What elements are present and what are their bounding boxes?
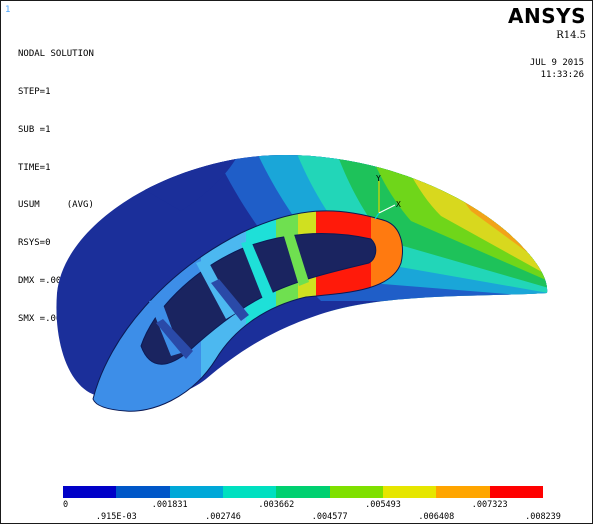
- version-label: R14.5: [556, 30, 586, 41]
- internal-ribs: [149, 231, 309, 359]
- legend-tick-label: .007323: [471, 500, 508, 510]
- substep-label: SUB =1: [18, 124, 51, 135]
- triad-y-label: Y: [376, 174, 381, 183]
- legend-tick-label: .001831: [151, 500, 188, 510]
- contour-legend-bar: [63, 486, 543, 498]
- section-outline: [92, 210, 403, 412]
- legend-tick-label: .915E-03: [95, 512, 137, 522]
- legend-tick-label: .006408: [418, 512, 455, 522]
- legend-swatch: [329, 486, 383, 498]
- ansys-logo: ANSYS: [507, 4, 586, 28]
- legend-swatch: [436, 486, 490, 498]
- datetime-block: JUL 9 2015 11:33:26: [530, 57, 584, 81]
- legend-tick-label: .004577: [311, 512, 348, 522]
- legend-swatch: [222, 486, 277, 498]
- solution-title: NODAL SOLUTION: [18, 49, 94, 60]
- date-label: JUL 9 2015: [529, 58, 584, 68]
- triad-x-label: X: [396, 200, 401, 209]
- rsys-label: RSYS=0: [18, 238, 51, 249]
- inner-cavity: [140, 233, 377, 365]
- legend-swatch: [63, 486, 117, 498]
- legend-swatch: [276, 486, 330, 498]
- result-label: USUM (AVG): [18, 200, 94, 211]
- legend-swatch: [169, 486, 223, 498]
- legend-tick-label: .002746: [205, 512, 241, 522]
- legend-swatch: [382, 486, 437, 498]
- coordinate-triad: Y X: [374, 174, 401, 220]
- legend-tick-label: .005493: [365, 500, 401, 510]
- legend-swatch: [489, 486, 543, 498]
- step-label: STEP=1: [18, 86, 51, 97]
- legend-tick-label: 0: [63, 500, 69, 510]
- time-label-clock: 11:33:26: [540, 70, 584, 80]
- legend-swatch: [116, 486, 170, 498]
- brand-block: ANSYS R14.5: [508, 5, 586, 41]
- legend-tick-label: .003662: [258, 500, 295, 510]
- legend-tick-label: .008239: [525, 512, 561, 522]
- window-number: 1: [5, 5, 11, 15]
- blade-contour-model[interactable]: Y X: [1, 1, 593, 481]
- time-label: TIME=1: [18, 162, 51, 173]
